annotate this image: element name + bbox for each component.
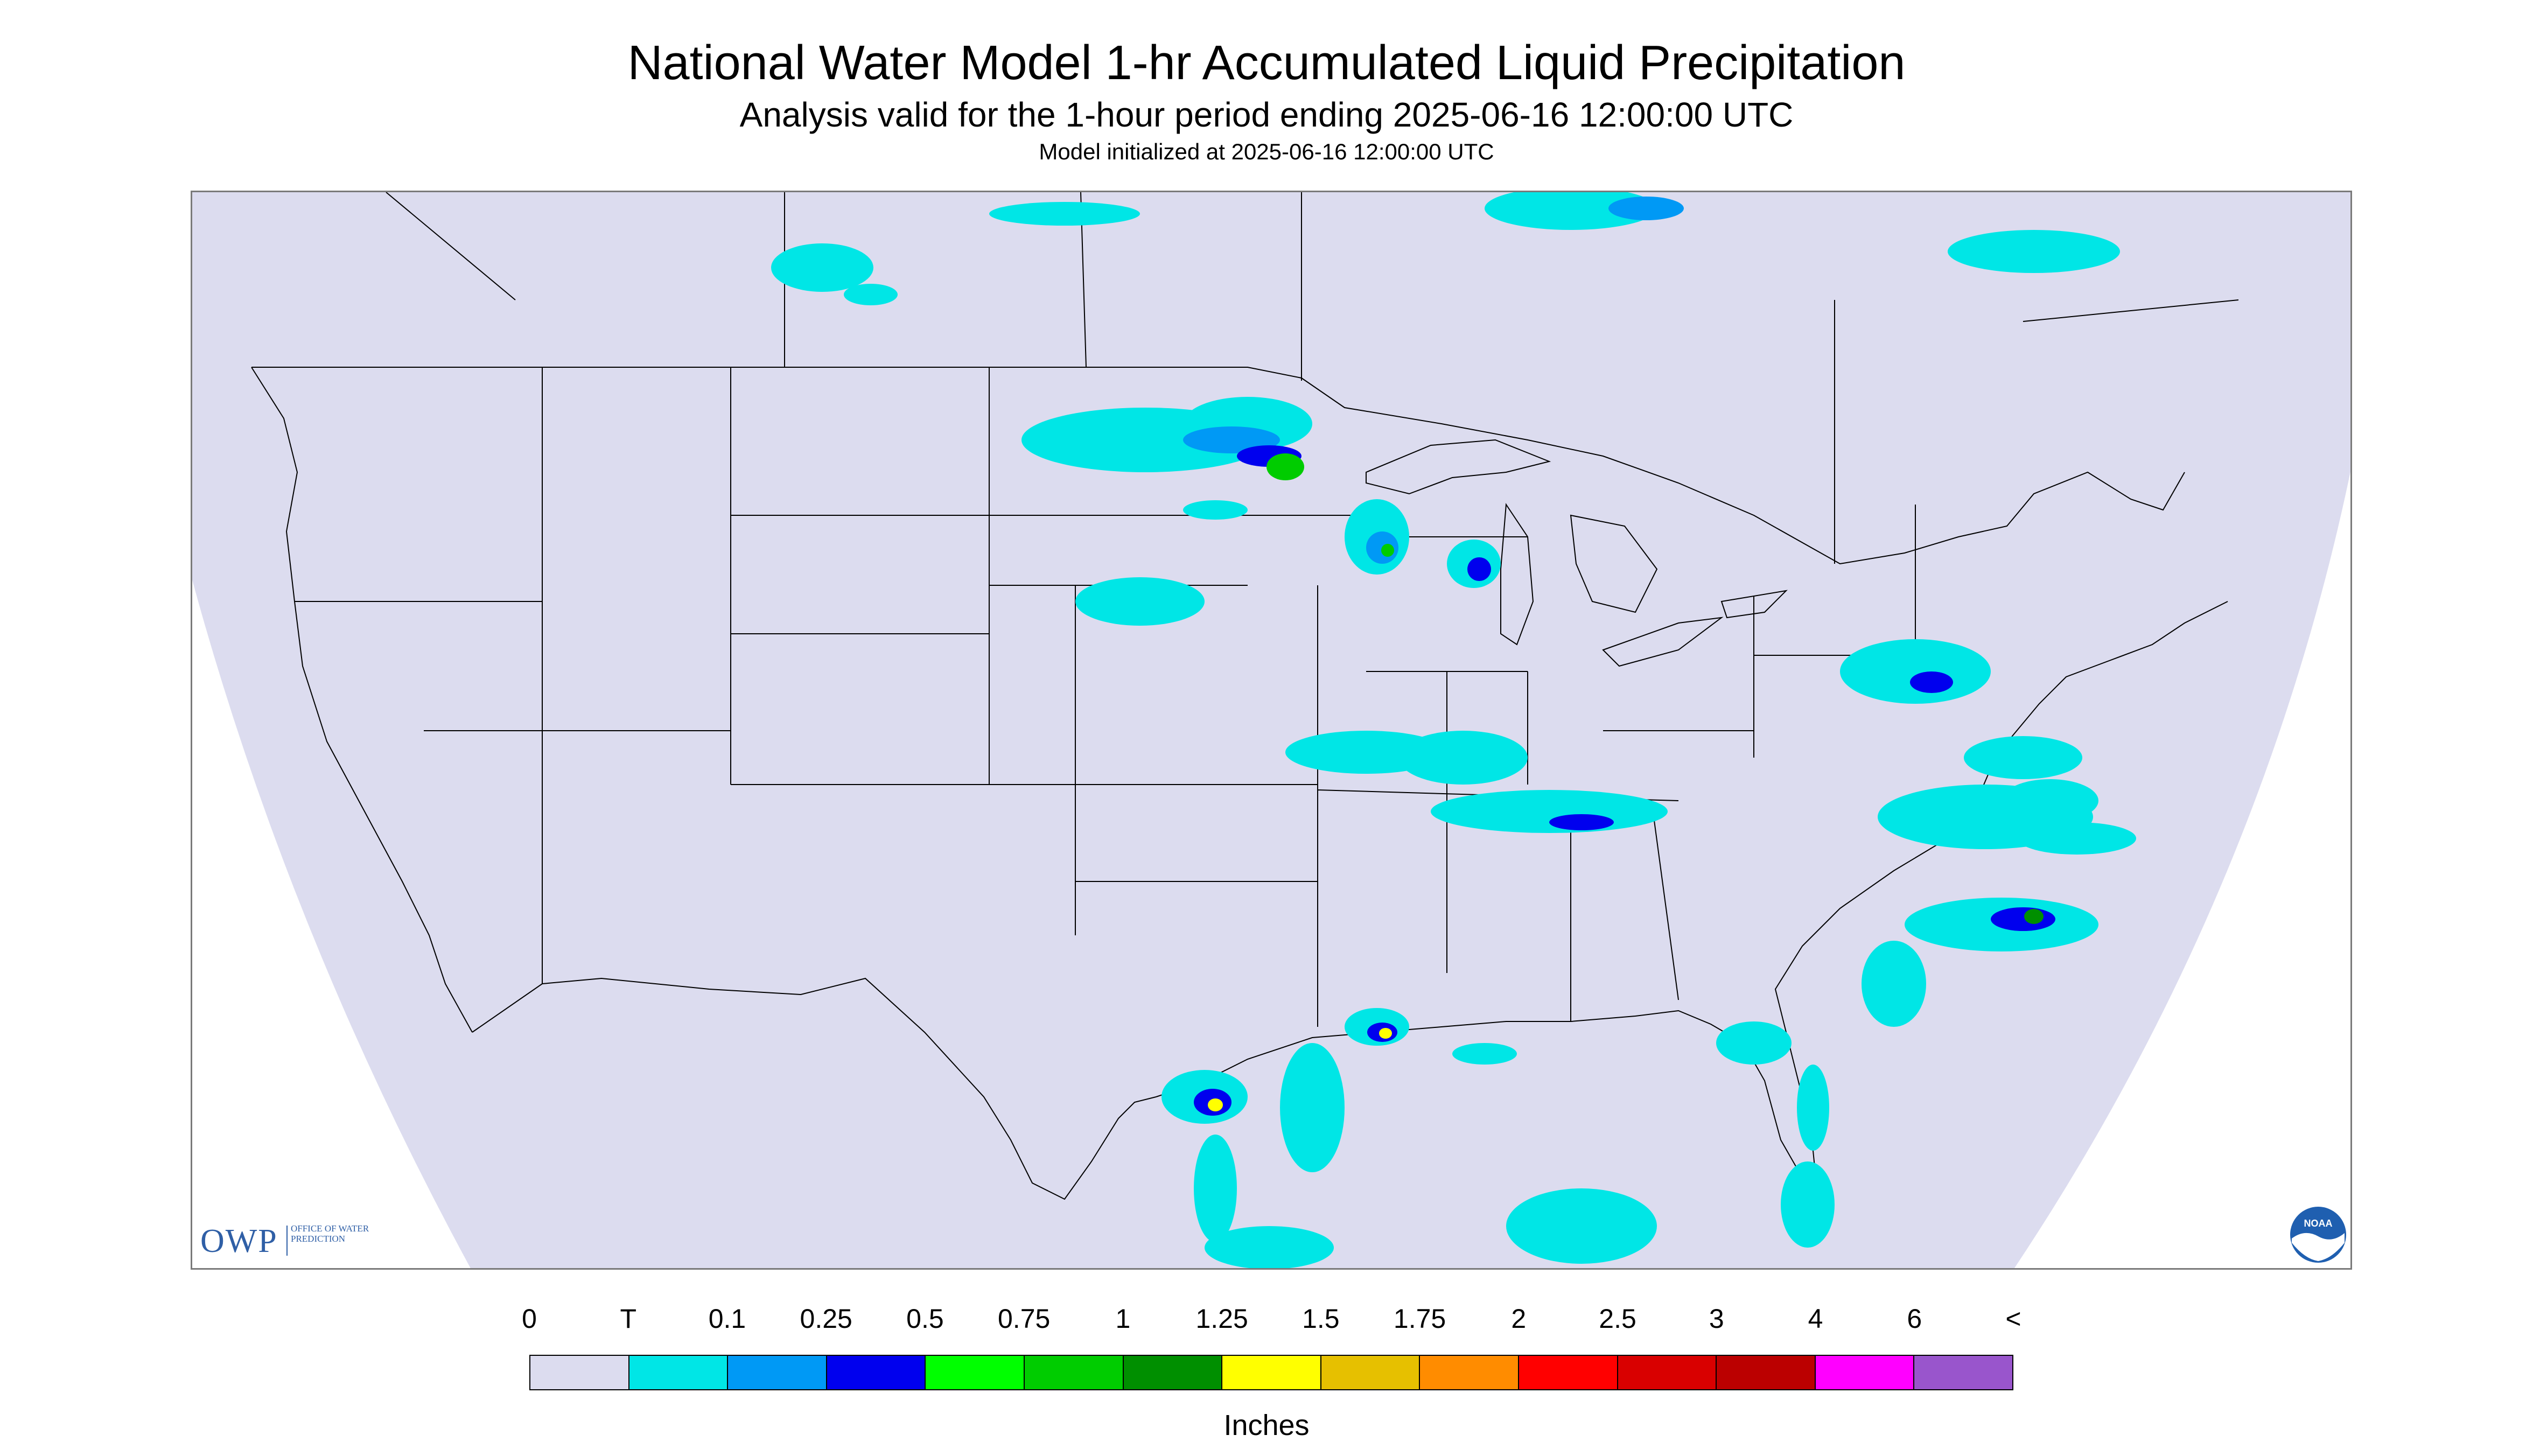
precip-blob xyxy=(1205,1226,1334,1268)
precip-legend: 0 T 0.1 0.25 0.5 0.75 1 1.25 1.5 1.75 2 2.5 3 4 6 < xyxy=(522,1303,2021,1411)
precip-blob xyxy=(2018,822,2136,855)
gulf-coastline xyxy=(1156,1010,1819,1205)
legend-label: 1.25 xyxy=(1195,1304,1248,1334)
precip-blob xyxy=(1716,1021,1792,1065)
legend-swatch xyxy=(1024,1356,1124,1389)
precip-blob xyxy=(844,284,898,305)
legend-swatch xyxy=(530,1356,629,1389)
precip-blob xyxy=(1381,544,1394,557)
legend-swatch xyxy=(629,1356,729,1389)
legend-label: 2.5 xyxy=(1599,1304,1636,1334)
legend-label: T xyxy=(620,1304,636,1334)
precip-blob xyxy=(1948,230,2120,273)
state-country-boundaries xyxy=(251,192,2239,1205)
legend-units: Inches xyxy=(1223,1409,1310,1441)
precip-overlay xyxy=(771,192,2136,1268)
legend-colorbar xyxy=(529,1355,2013,1390)
legend-label: 0 xyxy=(522,1304,537,1334)
map-subtitle: Analysis valid for the 1-hour period end… xyxy=(739,95,1794,134)
noaa-logo-text: NOAA xyxy=(2304,1218,2333,1229)
precipitation-map xyxy=(191,191,2352,1270)
precip-blob xyxy=(1840,639,1991,704)
lake-ontario xyxy=(1720,590,1788,619)
legend-swatch xyxy=(1815,1356,1915,1389)
legend-label: 1.75 xyxy=(1393,1304,1446,1334)
precip-blob xyxy=(1991,907,2055,931)
precip-blob xyxy=(1183,500,1248,520)
owp-logo-divider xyxy=(286,1226,288,1256)
precip-blob xyxy=(1467,557,1491,581)
map-title: National Water Model 1-hr Accumulated Li… xyxy=(627,36,1906,90)
legend-swatch xyxy=(926,1356,1025,1389)
legend-swatch xyxy=(1420,1356,1519,1389)
precip-blob xyxy=(1266,453,1304,480)
precip-blob xyxy=(1452,1043,1517,1065)
legend-label: 0.25 xyxy=(800,1304,852,1334)
legend-swatch xyxy=(1914,1356,2012,1389)
legend-label: 0.75 xyxy=(997,1304,1051,1334)
precip-blob xyxy=(1608,197,1684,220)
owp-logo-letters: OWP xyxy=(200,1223,278,1259)
precip-blob xyxy=(989,202,1140,226)
legend-swatch xyxy=(1123,1356,1223,1389)
precip-blob xyxy=(1194,1135,1237,1242)
precip-blob xyxy=(1797,1065,1829,1151)
precip-blob xyxy=(1431,790,1668,833)
legend-label: 2 xyxy=(1511,1304,1527,1334)
precip-blob xyxy=(1964,736,2082,779)
legend-label: 3 xyxy=(1709,1304,1724,1334)
legend-label: 0.5 xyxy=(906,1304,944,1334)
precip-blob xyxy=(771,243,873,292)
model-domain xyxy=(192,192,2350,1268)
legend-swatch xyxy=(728,1356,827,1389)
lake-huron xyxy=(1570,514,1658,613)
precip-blob xyxy=(1280,1043,1345,1172)
owp-logo-text: OFFICE OF WATER PREDICTION xyxy=(291,1223,369,1244)
owp-logo: OWP OFFICE OF WATER PREDICTION xyxy=(200,1222,373,1260)
legend-swatch xyxy=(1519,1356,1618,1389)
legend-label: 1 xyxy=(1115,1304,1131,1334)
precip-blob xyxy=(1485,192,1657,230)
legend-swatch xyxy=(1222,1356,1321,1389)
precip-blob xyxy=(1398,731,1528,785)
legend-label: 4 xyxy=(1808,1304,1823,1334)
precip-blob xyxy=(1862,941,1926,1027)
legend-label: 0.1 xyxy=(708,1304,746,1334)
legend-swatch xyxy=(1618,1356,1717,1389)
precip-blob xyxy=(2024,909,2044,924)
precip-blob xyxy=(2002,779,2098,822)
legend-swatch xyxy=(1321,1356,1421,1389)
lake-superior xyxy=(1366,439,1551,495)
precip-blob xyxy=(1379,1028,1392,1039)
lake-erie xyxy=(1602,617,1724,667)
pacific-coastline xyxy=(251,367,473,1033)
model-initialized-text: Model initialized at 2025-06-16 12:00:00… xyxy=(1039,139,1494,164)
us-mexico-border xyxy=(472,977,1157,1200)
precip-blob xyxy=(1506,1188,1657,1264)
precip-blob xyxy=(1075,577,1205,626)
legend-label: < xyxy=(2005,1304,2021,1334)
precip-blob xyxy=(1910,671,1953,693)
legend-swatch xyxy=(827,1356,926,1389)
legend-swatch xyxy=(1717,1356,1816,1389)
legend-label: 1.5 xyxy=(1302,1304,1340,1334)
precip-blob xyxy=(1208,1098,1223,1111)
legend-label: 6 xyxy=(1907,1304,1922,1334)
precip-blob xyxy=(1549,814,1614,830)
noaa-logo: NOAA xyxy=(2289,1205,2348,1264)
precip-blob xyxy=(1781,1161,1835,1248)
